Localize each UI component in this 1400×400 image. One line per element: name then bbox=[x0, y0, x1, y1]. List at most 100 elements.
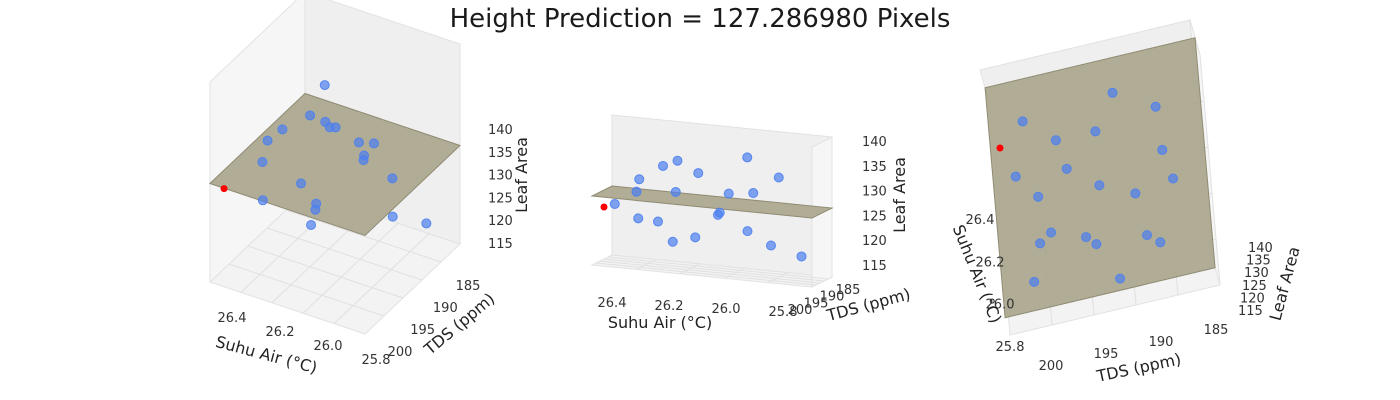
y-tick-label: 195 bbox=[410, 323, 435, 338]
z-tick-label: 125 bbox=[488, 191, 513, 206]
x-axis-label: Suhu Air (°C) bbox=[949, 222, 1006, 326]
data-point bbox=[748, 188, 759, 199]
data-point bbox=[1017, 116, 1028, 127]
data-point bbox=[1142, 230, 1153, 241]
x-tick-label: 26.2 bbox=[266, 325, 295, 340]
grid-line bbox=[285, 209, 442, 263]
z-axis-label: Leaf Area bbox=[1266, 244, 1304, 322]
prediction-point bbox=[996, 144, 1004, 152]
data-point bbox=[693, 168, 704, 179]
grid-line bbox=[333, 233, 430, 324]
x-tick-label: 26.0 bbox=[314, 339, 343, 354]
z-tick-label: 130 bbox=[1244, 266, 1269, 281]
data-point bbox=[387, 211, 398, 222]
z-tick-label: 115 bbox=[488, 237, 513, 252]
data-point bbox=[1033, 191, 1044, 202]
figure-title: Height Prediction = 127.286980 Pixels bbox=[449, 4, 951, 34]
data-point bbox=[690, 232, 701, 243]
grid-line bbox=[599, 260, 821, 284]
data-point bbox=[306, 219, 317, 230]
y-tick-label: 195 bbox=[1094, 347, 1119, 362]
z-axis-label: Leaf Area bbox=[512, 137, 531, 213]
y-tick-label: 200 bbox=[1039, 359, 1064, 374]
z-tick-label: 115 bbox=[1238, 304, 1263, 319]
x-tick-label: 26.0 bbox=[712, 302, 741, 317]
data-point bbox=[631, 186, 642, 197]
data-point bbox=[1157, 144, 1168, 155]
data-point bbox=[742, 152, 753, 163]
data-point bbox=[723, 188, 734, 199]
data-point bbox=[353, 137, 364, 148]
grid-line bbox=[595, 262, 817, 286]
z-tick-label: 130 bbox=[488, 169, 513, 184]
data-point bbox=[1155, 237, 1166, 248]
data-point bbox=[324, 122, 335, 133]
grid-line bbox=[302, 222, 399, 314]
data-point bbox=[672, 155, 683, 166]
data-point bbox=[296, 178, 306, 189]
x-tick-label: 25.8 bbox=[362, 353, 391, 368]
grid-line bbox=[603, 258, 825, 282]
z-tick-label: 120 bbox=[1240, 291, 1265, 306]
data-point bbox=[634, 174, 645, 185]
data-point bbox=[667, 236, 678, 247]
data-point bbox=[766, 240, 776, 251]
prediction-plane bbox=[590, 185, 834, 219]
chart-right: 26.4 26.2 26.0 25.8 200 195 190 185 140135130125… bbox=[949, 19, 1304, 386]
x-tick-label: 26.4 bbox=[598, 296, 627, 311]
data-point bbox=[1115, 273, 1126, 284]
data-point bbox=[1061, 163, 1072, 174]
y-tick-label: 185 bbox=[456, 279, 481, 294]
data-point bbox=[609, 198, 620, 209]
grid-line bbox=[266, 227, 423, 281]
z-tick-label: 120 bbox=[488, 214, 513, 229]
z-tick-label: 125 bbox=[862, 209, 887, 224]
y-tick-label: 190 bbox=[1149, 335, 1174, 350]
data-point bbox=[262, 135, 273, 146]
y-tick-label: 185 bbox=[1204, 323, 1229, 338]
data-point bbox=[387, 173, 398, 184]
y-tick-label: 200 bbox=[388, 345, 413, 360]
data-point bbox=[633, 213, 644, 224]
data-point bbox=[796, 251, 807, 262]
data-point bbox=[1029, 276, 1040, 287]
data-point bbox=[1010, 171, 1021, 182]
data-point bbox=[368, 138, 379, 149]
data-point bbox=[359, 150, 370, 161]
grid-line bbox=[228, 263, 385, 317]
z-tick-label: 130 bbox=[862, 185, 887, 200]
data-point bbox=[1090, 126, 1101, 137]
data-point bbox=[311, 198, 322, 209]
data-point bbox=[305, 110, 316, 121]
data-point bbox=[742, 226, 753, 237]
prediction-plane bbox=[209, 92, 461, 237]
y-tick-label: 185 bbox=[836, 283, 861, 298]
data-point bbox=[1130, 188, 1141, 199]
x-tick-label: 26.2 bbox=[655, 299, 684, 314]
data-point bbox=[1081, 232, 1092, 243]
z-tick-label: 140 bbox=[1248, 241, 1273, 256]
y-tick-label: 190 bbox=[820, 290, 845, 305]
data-point bbox=[1107, 87, 1118, 98]
data-point bbox=[421, 218, 432, 229]
data-point bbox=[714, 207, 725, 218]
data-point bbox=[1168, 173, 1179, 184]
data-point bbox=[670, 186, 681, 197]
y-tick-label: 200 bbox=[788, 303, 813, 318]
data-point bbox=[1046, 227, 1057, 238]
x-axis-label: Suhu Air (°C) bbox=[608, 313, 712, 332]
z-tick-label: 120 bbox=[862, 234, 887, 249]
prediction-point bbox=[600, 203, 608, 211]
y-tick-label: 190 bbox=[433, 301, 458, 316]
data-point bbox=[277, 124, 288, 135]
data-point bbox=[257, 195, 268, 206]
data-point bbox=[653, 216, 663, 227]
x-tick-label: 26.0 bbox=[986, 298, 1015, 313]
x-tick-label: 26.2 bbox=[976, 255, 1005, 270]
z-axis-label: Leaf Area bbox=[890, 157, 909, 233]
z-tick-label: 140 bbox=[862, 135, 887, 150]
data-point bbox=[319, 80, 330, 91]
data-point bbox=[658, 160, 668, 171]
